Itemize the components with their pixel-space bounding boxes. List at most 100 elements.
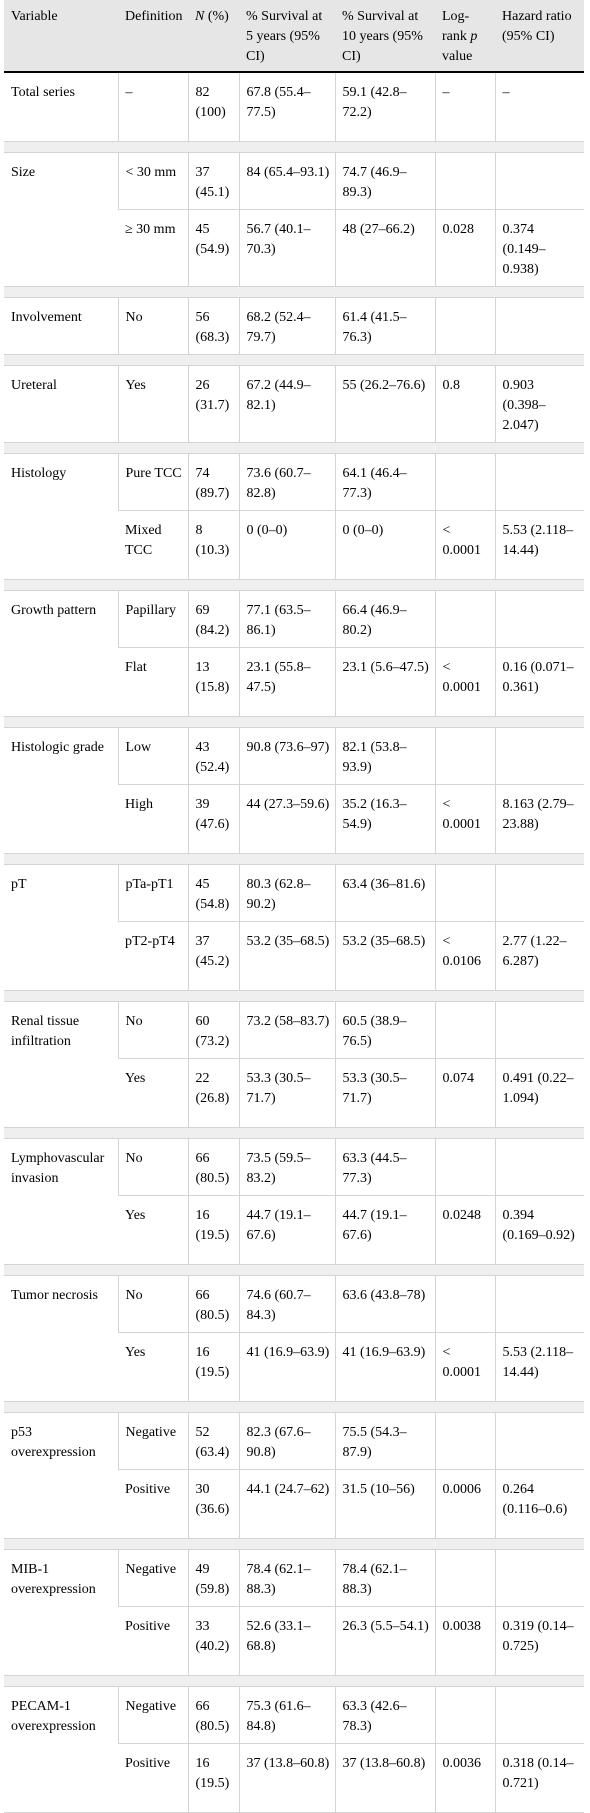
definition-cell: Pure TCC — [117, 453, 188, 511]
logrank-p-cell — [434, 1412, 495, 1470]
survival-10y-cell: 31.5 (10–56) — [334, 1469, 435, 1539]
separator-cell — [4, 716, 584, 728]
definition-cell: Negative — [117, 1412, 188, 1470]
hazard-ratio-cell — [494, 453, 584, 511]
variable-cell: PECAM-1 overexpression — [4, 1686, 118, 1813]
logrank-p-cell — [434, 152, 495, 210]
table-row: Yes 22 (26.8) 53.3 (30.5–71.7) 53.3 (30.5–7… — [4, 1058, 584, 1128]
survival-5y-cell: 0 (0–0) — [238, 510, 335, 580]
hazard-ratio-cell — [494, 297, 584, 355]
survival-5y-cell: 80.3 (62.8–90.2) — [238, 864, 335, 922]
header-italic-p: p — [470, 29, 478, 44]
survival-5y-cell: 41 (16.9–63.9) — [238, 1332, 335, 1402]
survival-5y-cell: 56.7 (40.1–70.3) — [238, 209, 335, 287]
survival-5y-cell: 44 (27.3–59.6) — [238, 784, 335, 854]
header-text: (%) — [204, 9, 229, 24]
survival-5y-cell: 52.6 (33.1–68.8) — [238, 1606, 335, 1676]
survival-5y-cell: 84 (65.4–93.1) — [238, 152, 335, 210]
table-row: Histologic grade Low 43 (52.4) 90.8 (73.6–9… — [4, 727, 584, 854]
hazard-ratio-cell: 0.491 (0.22–1.094) — [494, 1058, 584, 1128]
logrank-p-cell — [434, 590, 495, 648]
survival-5y-cell: 90.8 (73.6–97) — [238, 727, 335, 785]
definition-cell: Flat — [118, 647, 188, 717]
hazard-ratio-cell — [494, 1412, 584, 1470]
hazard-ratio-cell — [494, 864, 584, 922]
group-separator — [4, 1675, 584, 1687]
separator-cell — [4, 579, 584, 591]
table-row: Yes 16 (19.5) 41 (16.9–63.9) 41 (16.9–63.9)… — [4, 1332, 584, 1402]
header-n-percent: N (%) — [188, 0, 239, 73]
variable-cell: Total series — [4, 72, 118, 142]
survival-10y-cell: 41 (16.9–63.9) — [334, 1332, 435, 1402]
survival-10y-cell: 44.7 (19.1–67.6) — [334, 1195, 435, 1265]
definition-cell: < 30 mm — [117, 152, 188, 210]
hazard-ratio-cell: 5.53 (2.118–14.44) — [494, 1332, 584, 1402]
logrank-p-cell: 0.0006 — [434, 1469, 495, 1539]
variable-cell: Lymphovascular invasion — [4, 1138, 118, 1265]
group-separator — [4, 1264, 584, 1276]
group-separator — [4, 1127, 584, 1139]
survival-10y-cell: 35.2 (16.3–54.9) — [334, 784, 435, 854]
logrank-p-cell — [434, 727, 495, 785]
n-percent-cell: 66 (80.5) — [187, 1275, 239, 1333]
table-row: PECAM-1 overexpression Negative 66 (80.5) 7… — [4, 1686, 584, 1813]
survival-5y-cell: 68.2 (52.4–79.7) — [238, 297, 335, 355]
table-row: Positive 30 (36.6) 44.1 (24.7–62) 31.5 (10–… — [4, 1469, 584, 1539]
survival-10y-cell: 26.3 (5.5–54.1) — [334, 1606, 435, 1676]
separator-cell — [4, 354, 584, 366]
n-percent-cell: 45 (54.9) — [187, 209, 239, 287]
survival-10y-cell: 64.1 (46.4–77.3) — [334, 453, 435, 511]
logrank-p-cell: < 0.0001 — [434, 1332, 495, 1402]
logrank-p-cell: – — [434, 72, 495, 142]
group-separator — [4, 853, 584, 865]
definition-cell: Positive — [118, 1469, 188, 1539]
survival-5y-cell: 67.2 (44.9–82.1) — [238, 365, 335, 443]
survival-5y-cell: 73.2 (58–83.7) — [238, 1001, 335, 1059]
n-percent-cell: 30 (36.6) — [187, 1469, 239, 1539]
logrank-p-cell: < 0.0001 — [434, 784, 495, 854]
definition-cell: Low — [117, 727, 188, 785]
header-hazard-ratio: Hazard ratio (95% CI) — [495, 0, 584, 73]
logrank-p-cell — [434, 864, 495, 922]
header-text: Variable — [11, 9, 58, 24]
survival-10y-cell: 37 (13.8–60.8) — [334, 1743, 435, 1813]
survival-5y-cell: 44.7 (19.1–67.6) — [238, 1195, 335, 1265]
variable-cell: Ureteral — [4, 365, 118, 443]
n-percent-cell: 16 (19.5) — [187, 1743, 239, 1813]
survival-table-container: Variable Definition N (%) % Survival at … — [4, 0, 584, 1813]
n-percent-cell: 56 (68.3) — [187, 297, 239, 355]
logrank-p-cell: 0.0038 — [434, 1606, 495, 1676]
hazard-ratio-cell — [494, 152, 584, 210]
survival-5y-cell: 53.2 (35–68.5) — [238, 921, 335, 991]
n-percent-cell: 66 (80.5) — [187, 1138, 239, 1196]
hazard-ratio-cell — [494, 1001, 584, 1059]
survival-5y-cell: 75.3 (61.6–84.8) — [238, 1686, 335, 1744]
survival-10y-cell: 74.7 (46.9–89.3) — [334, 152, 435, 210]
variable-cell: Histology — [4, 453, 118, 580]
separator-cell — [4, 1538, 584, 1550]
survival-5y-cell: 73.5 (59.5–83.2) — [238, 1138, 335, 1196]
table-row: Involvement No 56 (68.3) 68.2 (52.4–79.7) 61… — [4, 297, 584, 355]
separator-cell — [4, 442, 584, 454]
logrank-p-cell: < 0.0106 — [434, 921, 495, 991]
logrank-p-cell: 0.0036 — [434, 1743, 495, 1813]
header-definition: Definition — [118, 0, 188, 73]
hazard-ratio-cell — [494, 727, 584, 785]
n-percent-cell: 82 (100) — [187, 72, 239, 142]
table-row: Lymphovascular invasion No 66 (80.5) 73.5 (… — [4, 1138, 584, 1265]
table-row: Size < 30 mm 37 (45.1) 84 (65.4–93.1) 74.7 (… — [4, 152, 584, 287]
separator-cell — [4, 990, 584, 1002]
survival-5y-cell: 67.8 (55.4–77.5) — [238, 72, 335, 142]
definition-cell: No — [117, 1138, 188, 1196]
survival-10y-cell: 23.1 (5.6–47.5) — [334, 647, 435, 717]
hazard-ratio-cell: – — [494, 72, 584, 142]
variable-cell: Tumor necrosis — [4, 1275, 118, 1402]
group-separator — [4, 286, 584, 298]
definition-cell: Yes — [118, 1058, 188, 1128]
hazard-ratio-cell — [494, 1549, 584, 1607]
n-percent-cell: 60 (73.2) — [187, 1001, 239, 1059]
n-percent-cell: 43 (52.4) — [187, 727, 239, 785]
group-separator — [4, 354, 584, 366]
hazard-ratio-cell — [494, 1686, 584, 1744]
n-percent-cell: 74 (89.7) — [187, 453, 239, 511]
